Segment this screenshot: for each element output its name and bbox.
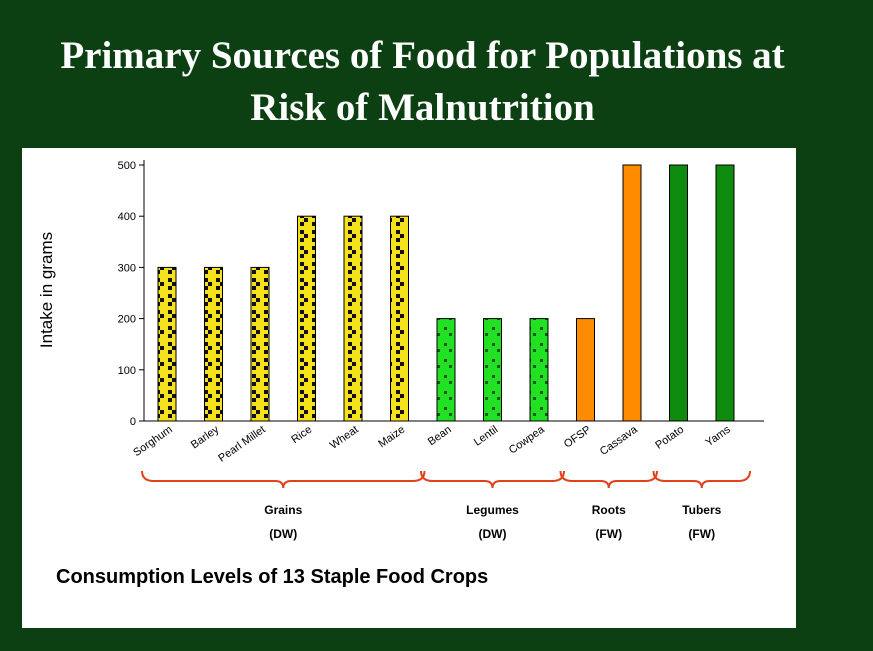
x-tick-label: Sorghum: [131, 424, 174, 459]
group-basis-roots: (FW): [595, 527, 622, 541]
category-groups: Grains (DW) Legumes (DW) Roots (FW) Tubers (FW): [141, 470, 751, 541]
x-tick-label: Bean: [426, 424, 454, 449]
x-tick-label: Cassava: [598, 423, 641, 458]
x-tick-label: Rice: [289, 424, 314, 446]
group-basis-legumes: (DW): [479, 527, 507, 541]
slide-title-line-2: Risk of Malnutrition: [250, 86, 595, 129]
bar-chart: Intake in grams 0 100 200 300 400 500 Sorghum…: [37, 160, 764, 541]
group-brace-tubers: [652, 470, 751, 489]
y-tick-label: 0: [130, 416, 136, 428]
x-tick-label: Wheat: [328, 424, 361, 452]
group-label-tubers: Tubers: [682, 503, 721, 517]
y-tick-label: 300: [118, 262, 136, 274]
group-basis-tubers: (FW): [688, 527, 715, 541]
x-tick-label: OFSP: [562, 424, 593, 451]
bar-cassava: [622, 164, 642, 422]
bars: [157, 164, 735, 422]
chart-panel: Intake in grams 0 100 200 300 400 500 Sorghum…: [22, 148, 796, 628]
group-brace-grains: [141, 470, 426, 489]
group-brace-roots: [559, 470, 658, 489]
bar-ofsp: [576, 318, 595, 422]
y-axis-label: Intake in grams: [37, 232, 56, 348]
x-tick-label: Cowpea: [507, 423, 548, 456]
bar-bean: [436, 318, 456, 422]
bar-wheat: [343, 215, 363, 422]
bar-yams: [715, 164, 735, 422]
bar-potato: [669, 164, 688, 422]
group-label-grains: Grains: [264, 503, 302, 517]
x-tick-label: Lentil: [472, 424, 500, 449]
bar-pearl-millet: [250, 266, 270, 422]
x-tick-label: Pearl Millet: [216, 424, 267, 465]
group-label-roots: Roots: [592, 503, 626, 517]
bar-sorghum: [157, 266, 177, 422]
bar-maize: [390, 215, 409, 422]
bar-cowpea: [529, 318, 549, 422]
group-basis-grains: (DW): [269, 527, 297, 541]
x-tick-label: Barley: [189, 423, 222, 451]
group-label-legumes: Legumes: [466, 503, 519, 517]
x-tick-label: Yams: [703, 423, 733, 449]
bar-rice: [297, 215, 316, 422]
chart-caption: Consumption Levels of 13 Staple Food Cro…: [56, 566, 489, 588]
y-tick-label: 400: [118, 211, 136, 223]
y-ticks: 0 100 200 300 400 500: [118, 160, 144, 428]
slide-title: Primary Sources of Food for Populations …: [0, 30, 845, 134]
y-tick-label: 200: [118, 314, 136, 326]
slide-title-line-1: Primary Sources of Food for Populations …: [60, 34, 785, 77]
x-tick-label: Potato: [653, 424, 686, 452]
bar-barley: [204, 266, 223, 422]
group-brace-legumes: [420, 470, 565, 489]
x-tick-label: Maize: [376, 424, 407, 451]
y-tick-label: 500: [118, 160, 136, 172]
bar-lentil: [483, 318, 502, 422]
y-tick-label: 100: [118, 365, 136, 377]
